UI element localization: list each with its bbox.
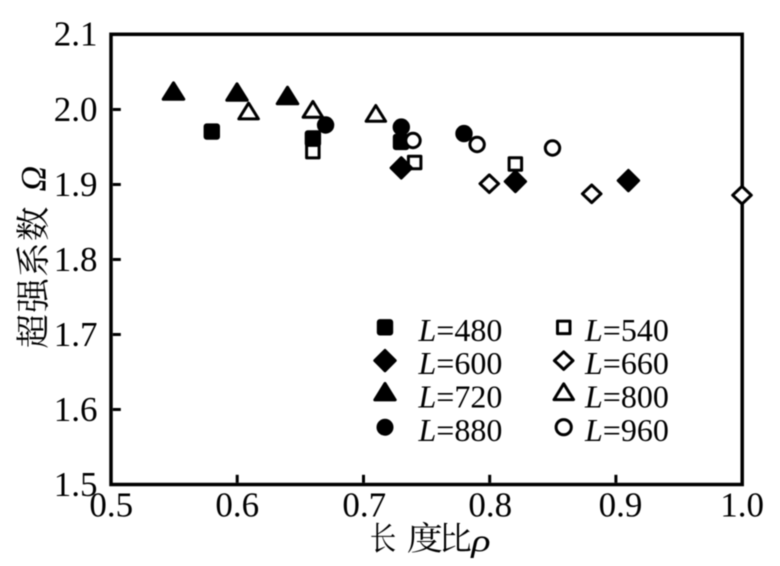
svg-text:ρ: ρ: [470, 523, 490, 558]
svg-text:0.9: 0.9: [599, 486, 643, 525]
svg-text:0.5: 0.5: [89, 486, 133, 525]
svg-text:1.8: 1.8: [54, 240, 98, 279]
svg-text:0.6: 0.6: [215, 486, 259, 525]
svg-text:L=540: L=540: [584, 312, 669, 348]
svg-text:1.9: 1.9: [54, 165, 98, 204]
svg-text:1.6: 1.6: [54, 390, 98, 429]
svg-text:0.7: 0.7: [342, 486, 386, 525]
svg-text:L=480: L=480: [418, 312, 503, 348]
svg-text:L=880: L=880: [418, 412, 503, 448]
svg-text:L=600: L=600: [418, 345, 503, 381]
svg-text:2.1: 2.1: [54, 15, 98, 54]
svg-text:0.8: 0.8: [468, 486, 512, 525]
svg-text:1.7: 1.7: [54, 315, 98, 354]
svg-text:L=660: L=660: [584, 345, 669, 381]
svg-text:Ω: Ω: [13, 166, 53, 192]
svg-text:L=720: L=720: [418, 379, 503, 415]
svg-text:1.5: 1.5: [54, 465, 98, 504]
svg-text:2.0: 2.0: [54, 90, 98, 129]
svg-text:1.0: 1.0: [720, 486, 764, 525]
svg-text:L=800: L=800: [584, 379, 669, 415]
svg-text:L=960: L=960: [584, 412, 669, 448]
